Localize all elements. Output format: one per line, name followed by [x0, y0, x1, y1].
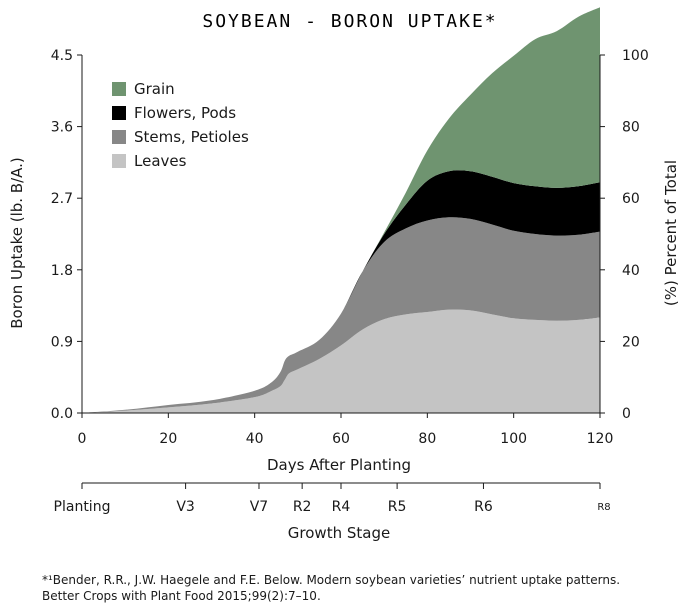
growth-stage-planting: Planting	[54, 499, 111, 515]
x-axis-label: Days After Planting	[267, 456, 411, 474]
x-tick-label: 40	[246, 431, 264, 447]
legend-label-grain: Grain	[134, 80, 175, 98]
legend-swatch-leaves	[112, 154, 126, 168]
growth-stage-r6: R6	[474, 499, 493, 515]
footnote-line-1: *¹Bender, R.R., J.W. Haegele and F.E. Be…	[42, 573, 621, 587]
area-stems-petioles	[82, 217, 600, 413]
footnote-line-2: Better Crops with Plant Food 2015;99(2):…	[42, 589, 321, 603]
legend: Grain Flowers, Pods Stems, Petioles Leaves	[112, 80, 249, 170]
legend-label-flowers-pods: Flowers, Pods	[134, 104, 236, 122]
y2-tick-label: 60	[622, 191, 640, 207]
y-axis-label: Boron Uptake (lb. B/A.)	[8, 157, 26, 329]
area-flowers-pods	[82, 170, 600, 413]
y-tick-label: 0.0	[51, 406, 73, 422]
legend-label-stems-petioles: Stems, Petioles	[134, 128, 249, 146]
growth-stage-r2: R2	[293, 499, 312, 515]
growth-stage-v3: V3	[176, 499, 194, 515]
x-tick-label: 120	[587, 431, 614, 447]
footnote: *¹Bender, R.R., J.W. Haegele and F.E. Be…	[42, 572, 620, 604]
y-tick-label: 0.9	[51, 334, 73, 350]
x-tick-label: 0	[78, 431, 87, 447]
growth-stage-r4: R4	[332, 499, 351, 515]
area-leaves	[82, 309, 600, 413]
growth-stage-r8: R8	[597, 502, 610, 513]
legend-label-leaves: Leaves	[134, 152, 187, 170]
y-tick-label: 1.8	[51, 263, 73, 279]
x-tick-label: 100	[500, 431, 527, 447]
y-tick-label: 3.6	[51, 120, 73, 136]
y-tick-label: 4.5	[51, 48, 73, 64]
x-tick-label: 60	[332, 431, 350, 447]
x-tick-label: 20	[159, 431, 177, 447]
growth-stage-v7: V7	[250, 499, 268, 515]
y2-tick-label: 100	[622, 48, 649, 64]
axes-group: 0.0 0.9 1.8 2.7 3.6 4.5 0 20 40 60 80 100 0 20 40 60 80 1…	[51, 48, 649, 447]
chart: SOYBEAN - BORON UPTAKE* 0.0 0.9 1.8 2.7 3.6 4…	[8, 7, 680, 542]
y2-tick-label: 80	[622, 120, 640, 136]
y2-tick-label: 20	[622, 334, 640, 350]
growth-stage-r5: R5	[388, 499, 407, 515]
legend-swatch-stems-petioles	[112, 130, 126, 144]
chart-title: SOYBEAN - BORON UPTAKE*	[202, 11, 497, 32]
growth-stage-label: Growth Stage	[288, 524, 390, 542]
legend-swatch-grain	[112, 82, 126, 96]
y-tick-label: 2.7	[51, 191, 73, 207]
area-grain	[82, 7, 600, 414]
y2-tick-label: 40	[622, 263, 640, 279]
x-tick-label: 80	[418, 431, 436, 447]
y2-tick-label: 0	[622, 406, 631, 422]
legend-swatch-flowers-pods	[112, 106, 126, 120]
y2-axis-label: (%) Percent of Total	[662, 160, 680, 306]
stacked-area-group	[82, 7, 600, 414]
growth-stage-axis: Planting V3 V7 R2 R4 R5 R6 R8	[54, 482, 611, 515]
